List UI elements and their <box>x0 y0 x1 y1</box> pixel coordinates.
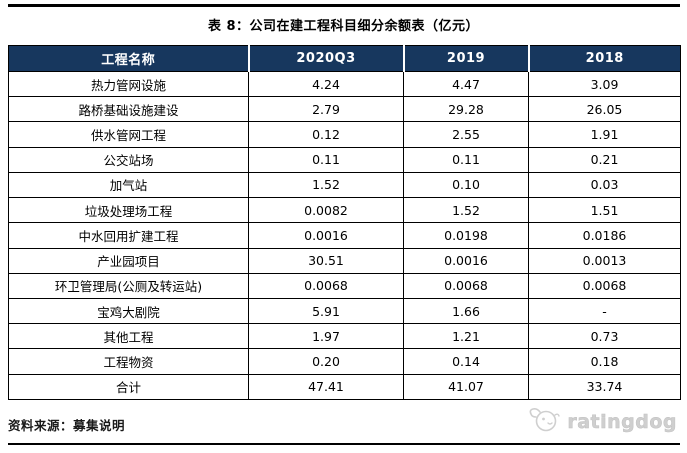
table-row: 路桥基础设施建设 2.79 29.28 26.05 <box>8 96 681 123</box>
construction-balance-table: 工程名称 2020Q3 2019 2018 热力管网设施 4.24 4.47 3.09 路桥基… <box>8 45 681 401</box>
value-cell: 0.12 <box>248 121 404 148</box>
table-header-row: 工程名称 2020Q3 2019 2018 <box>8 45 681 72</box>
value-cell: 0.0013 <box>528 247 681 274</box>
value-cell: 5.91 <box>248 297 404 325</box>
top-divider <box>8 4 680 7</box>
project-name-cell: 公交站场 <box>8 146 249 173</box>
column-header: 2018 <box>527 45 681 72</box>
column-header: 2019 <box>402 45 529 72</box>
value-cell: 0.0068 <box>248 272 404 299</box>
value-cell: 0.0068 <box>528 272 681 299</box>
bottom-divider <box>8 443 680 445</box>
table-row: 加气站 1.52 0.10 0.03 <box>8 171 681 199</box>
value-cell: 0.0186 <box>528 222 681 249</box>
value-cell: 1.51 <box>528 197 681 224</box>
value-cell: 1.52 <box>248 171 404 199</box>
value-cell: 3.09 <box>528 70 681 98</box>
project-name-cell: 中水回用扩建工程 <box>8 222 249 249</box>
table-row: 宝鸡大剧院 5.91 1.66- <box>8 297 681 325</box>
value-cell: 0.21 <box>528 146 681 173</box>
value-cell: 1.97 <box>248 323 404 350</box>
project-name-cell: 加气站 <box>8 171 249 199</box>
value-cell: 1.91 <box>528 121 681 148</box>
value-cell: 1.52 <box>403 197 529 224</box>
ratingdog-logo: ratingdog <box>528 406 677 438</box>
project-name-cell: 合计 <box>8 373 249 401</box>
value-cell: 1.21 <box>403 323 529 350</box>
project-name-cell: 供水管网工程 <box>8 121 249 148</box>
value-cell: 0.73 <box>528 323 681 350</box>
source-note: 资料来源：募集说明 <box>8 418 126 433</box>
value-cell: 47.41 <box>248 373 404 401</box>
dog-icon <box>528 406 562 438</box>
value-cell: 0.11 <box>248 146 404 173</box>
table-title: 表 8：公司在建工程科目细分余额表（亿元） <box>207 19 480 34</box>
value-cell: 0.18 <box>528 348 681 375</box>
value-cell: 0.0016 <box>403 247 529 274</box>
project-name-cell: 热力管网设施 <box>8 70 249 98</box>
column-header: 工程名称 <box>8 45 249 72</box>
table-row: 供水管网工程 0.12 2.55 1.91 <box>8 121 681 148</box>
value-cell: 4.47 <box>403 70 529 98</box>
value-cell: 41.07 <box>403 373 529 401</box>
value-cell: 0.03 <box>528 171 681 199</box>
value-cell: - <box>528 297 681 325</box>
value-cell: 0.14 <box>403 348 529 375</box>
value-cell: 2.79 <box>248 96 404 123</box>
project-name-cell: 工程物资 <box>8 348 249 375</box>
value-cell: 30.51 <box>248 247 404 274</box>
table-row: 环卫管理局(公厕及转运站) 0.0068 0.0068 0.0068 <box>8 272 681 299</box>
value-cell: 0.0198 <box>403 222 529 249</box>
project-name-cell: 宝鸡大剧院 <box>8 297 249 325</box>
table-row: 合计 47.41 41.07 33.74 <box>8 373 681 401</box>
table-row: 其他工程 1.97 1.21 0.73 <box>8 323 681 350</box>
value-cell: 0.11 <box>403 146 529 173</box>
table-row: 垃圾处理场工程 0.0082 1.52 1.51 <box>8 197 681 224</box>
column-header: 2020Q3 <box>247 45 404 72</box>
value-cell: 0.20 <box>248 348 404 375</box>
value-cell: 0.0068 <box>403 272 529 299</box>
project-name-cell: 环卫管理局(公厕及转运站) <box>8 272 249 299</box>
value-cell: 29.28 <box>403 96 529 123</box>
value-cell: 4.24 <box>248 70 404 98</box>
value-cell: 0.0082 <box>248 197 404 224</box>
value-cell: 0.10 <box>403 171 529 199</box>
project-name-cell: 垃圾处理场工程 <box>8 197 249 224</box>
table-row: 工程物资 0.20 0.14 0.18 <box>8 348 681 375</box>
table-row: 公交站场 0.11 0.11 0.21 <box>8 146 681 173</box>
logo-text: ratingdog <box>567 411 677 434</box>
value-cell: 1.66 <box>403 297 529 325</box>
table-row: 中水回用扩建工程 0.0016 0.0198 0.0186 <box>8 222 681 249</box>
value-cell: 2.55 <box>403 121 529 148</box>
project-name-cell: 产业园项目 <box>8 247 249 274</box>
project-name-cell: 其他工程 <box>8 323 249 350</box>
table-body: 热力管网设施 4.24 4.47 3.09 路桥基础设施建设 2.79 29.28 26.05… <box>8 70 681 401</box>
table-row: 热力管网设施 4.24 4.47 3.09 <box>8 70 681 98</box>
table-row: 产业园项目 30.51 0.0016 0.0013 <box>8 247 681 274</box>
project-name-cell: 路桥基础设施建设 <box>8 96 249 123</box>
value-cell: 33.74 <box>528 373 681 401</box>
value-cell: 26.05 <box>528 96 681 123</box>
value-cell: 0.0016 <box>248 222 404 249</box>
